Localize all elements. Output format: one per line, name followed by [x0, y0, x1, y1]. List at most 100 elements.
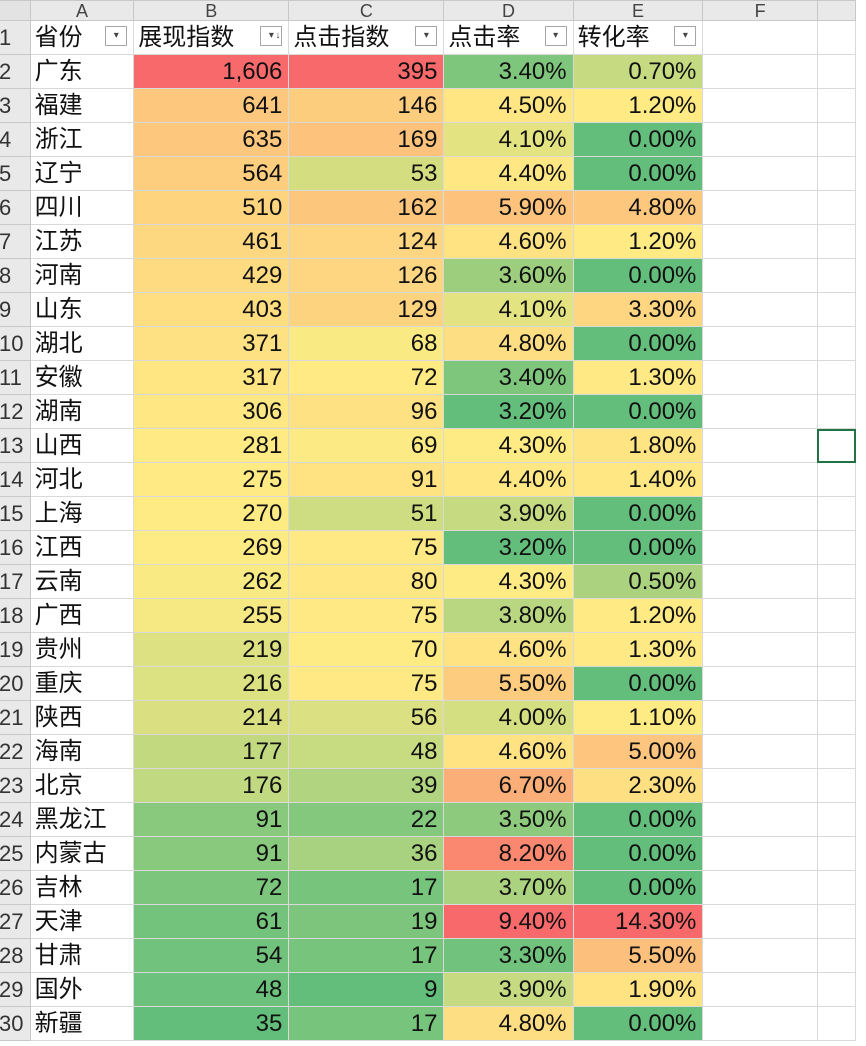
- empty-cell[interactable]: [702, 700, 818, 735]
- header-conversion[interactable]: 转化率 ▾: [572, 20, 704, 55]
- cell-conversion[interactable]: 0.50%: [572, 564, 704, 599]
- cell-conversion[interactable]: 1.20%: [572, 88, 704, 123]
- header-clicks[interactable]: 点击指数 ▾: [288, 20, 445, 55]
- cell-province[interactable]: 广西: [29, 598, 135, 633]
- cell-conversion[interactable]: 1.40%: [572, 462, 704, 497]
- empty-cell[interactable]: [816, 258, 857, 293]
- cell-impressions[interactable]: 216: [133, 666, 290, 701]
- select-all-corner[interactable]: [0, 0, 31, 21]
- cell-impressions[interactable]: 214: [133, 700, 290, 735]
- cell-ctr[interactable]: 5.50%: [443, 666, 574, 701]
- cell-conversion[interactable]: 0.00%: [572, 496, 704, 531]
- cell-province[interactable]: 黑龙江: [29, 802, 135, 837]
- empty-cell[interactable]: [702, 972, 818, 1007]
- cell-province[interactable]: 陕西: [29, 700, 135, 735]
- header-ctr[interactable]: 点击率 ▾: [443, 20, 574, 55]
- cell-province[interactable]: 国外: [29, 972, 135, 1007]
- row-number[interactable]: 25: [0, 836, 31, 871]
- cell-impressions[interactable]: 255: [133, 598, 290, 633]
- cell-impressions[interactable]: 510: [133, 190, 290, 225]
- cell-impressions[interactable]: 403: [133, 292, 290, 327]
- empty-cell[interactable]: [816, 530, 857, 565]
- cell-impressions[interactable]: 1,606: [133, 54, 290, 89]
- cell-conversion[interactable]: 0.00%: [572, 326, 704, 361]
- empty-cell[interactable]: [816, 292, 857, 327]
- empty-cell[interactable]: [816, 122, 857, 157]
- row-number[interactable]: 15: [0, 496, 31, 531]
- empty-cell[interactable]: [816, 700, 857, 735]
- empty-cell[interactable]: [702, 870, 818, 905]
- cell-ctr[interactable]: 6.70%: [443, 768, 574, 803]
- cell-conversion[interactable]: 1.20%: [572, 224, 704, 259]
- cell-ctr[interactable]: 4.10%: [443, 292, 574, 327]
- cell-clicks[interactable]: 129: [288, 292, 445, 327]
- empty-cell[interactable]: [702, 394, 818, 429]
- row-number[interactable]: 20: [0, 666, 31, 701]
- cell-impressions[interactable]: 371: [133, 326, 290, 361]
- cell-province[interactable]: 内蒙古: [29, 836, 135, 871]
- cell-clicks[interactable]: 17: [288, 938, 445, 973]
- cell-conversion[interactable]: 0.00%: [572, 802, 704, 837]
- cell-province[interactable]: 福建: [29, 88, 135, 123]
- cell-ctr[interactable]: 9.40%: [443, 904, 574, 939]
- cell-ctr[interactable]: 3.80%: [443, 598, 574, 633]
- filter-dropdown-icon[interactable]: ▾: [544, 26, 567, 46]
- cell-conversion[interactable]: 0.00%: [572, 122, 704, 157]
- cell-conversion[interactable]: 1.90%: [572, 972, 704, 1007]
- empty-cell[interactable]: [702, 20, 818, 55]
- empty-cell[interactable]: [702, 88, 818, 123]
- cell-province[interactable]: 江苏: [29, 224, 135, 259]
- cell-clicks[interactable]: 39: [288, 768, 445, 803]
- cell-impressions[interactable]: 564: [133, 156, 290, 191]
- cell-ctr[interactable]: 4.30%: [443, 564, 574, 599]
- empty-cell[interactable]: [816, 598, 857, 633]
- empty-cell[interactable]: [702, 428, 818, 463]
- cell-clicks[interactable]: 56: [288, 700, 445, 735]
- cell-conversion[interactable]: 1.10%: [572, 700, 704, 735]
- row-number[interactable]: 13: [0, 428, 31, 463]
- cell-ctr[interactable]: 3.50%: [443, 802, 574, 837]
- column-header-d[interactable]: D: [443, 0, 574, 21]
- cell-ctr[interactable]: 3.60%: [443, 258, 574, 293]
- cell-clicks[interactable]: 22: [288, 802, 445, 837]
- cell-province[interactable]: 北京: [29, 768, 135, 803]
- empty-cell[interactable]: [816, 54, 857, 89]
- cell-clicks[interactable]: 72: [288, 360, 445, 395]
- empty-cell[interactable]: [702, 462, 818, 497]
- empty-cell[interactable]: [702, 54, 818, 89]
- cell-province[interactable]: 湖南: [29, 394, 135, 429]
- cell-impressions[interactable]: 54: [133, 938, 290, 973]
- empty-cell[interactable]: [816, 394, 857, 429]
- cell-conversion[interactable]: 1.20%: [572, 598, 704, 633]
- cell-clicks[interactable]: 395: [288, 54, 445, 89]
- cell-province[interactable]: 安徽: [29, 360, 135, 395]
- row-number[interactable]: 29: [0, 972, 31, 1007]
- cell-impressions[interactable]: 176: [133, 768, 290, 803]
- cell-clicks[interactable]: 169: [288, 122, 445, 157]
- empty-cell[interactable]: [816, 904, 857, 939]
- empty-cell[interactable]: [816, 496, 857, 531]
- cell-conversion[interactable]: 0.00%: [572, 1006, 704, 1041]
- empty-cell[interactable]: [816, 20, 857, 55]
- empty-cell[interactable]: [702, 666, 818, 701]
- row-number[interactable]: 22: [0, 734, 31, 769]
- cell-ctr[interactable]: 5.90%: [443, 190, 574, 225]
- cell-clicks[interactable]: 126: [288, 258, 445, 293]
- empty-cell[interactable]: [702, 156, 818, 191]
- empty-cell[interactable]: [702, 530, 818, 565]
- row-number[interactable]: 23: [0, 768, 31, 803]
- cell-province[interactable]: 吉林: [29, 870, 135, 905]
- column-header-f[interactable]: F: [702, 0, 818, 21]
- empty-cell[interactable]: [702, 1006, 818, 1041]
- cell-impressions[interactable]: 219: [133, 632, 290, 667]
- cell-impressions[interactable]: 61: [133, 904, 290, 939]
- cell-clicks[interactable]: 146: [288, 88, 445, 123]
- row-number[interactable]: 14: [0, 462, 31, 497]
- empty-cell[interactable]: [702, 360, 818, 395]
- empty-cell[interactable]: [702, 564, 818, 599]
- empty-cell[interactable]: [702, 938, 818, 973]
- cell-impressions[interactable]: 91: [133, 836, 290, 871]
- cell-province[interactable]: 上海: [29, 496, 135, 531]
- cell-clicks[interactable]: 9: [288, 972, 445, 1007]
- row-number[interactable]: 16: [0, 530, 31, 565]
